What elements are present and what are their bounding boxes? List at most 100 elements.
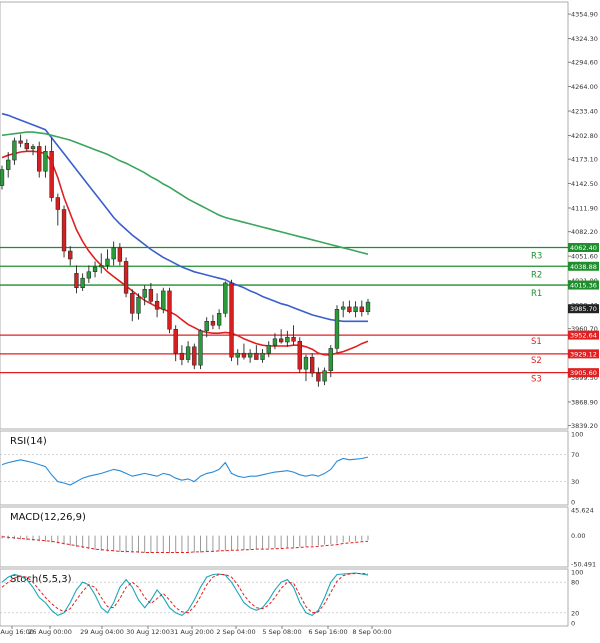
candle-bullish — [86, 271, 92, 279]
price-tick-label: 4173.10 — [571, 156, 598, 164]
stoch-tick-label: 0 — [571, 620, 575, 628]
stoch-tick-label: 100 — [571, 569, 583, 577]
macd-pane: MACD(12,26,9) 45.624 0.00 -50.491 — [0, 507, 596, 569]
time-tick-label: 31 Aug 20:00 — [170, 628, 214, 636]
stoch-pane: Stoch(5,5,3) 100 80 20 0 — [0, 569, 583, 628]
level-price-label-s3: 3905.60 — [570, 369, 597, 377]
macd-tick-label: -50.491 — [571, 561, 596, 569]
level-name-r3: R3 — [531, 252, 542, 262]
level-name-r2: R2 — [531, 270, 542, 280]
stoch-tick-label: 20 — [571, 609, 579, 617]
moving-average-line — [1, 131, 369, 255]
rsi-tick-label: 100 — [571, 431, 583, 439]
rsi-tick-label: 0 — [571, 499, 575, 507]
candle-bearish — [117, 247, 123, 262]
candle-bullish — [30, 146, 36, 150]
candle-bullish — [216, 313, 222, 326]
macd-tick-label: 45.624 — [571, 507, 594, 515]
stoch-k-line — [1, 572, 369, 617]
price-tick-label: 4111.90 — [571, 204, 598, 212]
candle-bullish — [266, 344, 271, 354]
candle-bullish — [341, 306, 346, 310]
rsi-pane: RSI(14) 100 70 30 0 — [0, 431, 583, 507]
level-price-label-s1: 3952.64 — [570, 332, 597, 340]
rsi-tick-label: 70 — [571, 451, 579, 459]
candle-bearish — [123, 261, 129, 294]
candle-bullish — [198, 330, 203, 366]
candle-bearish — [148, 289, 154, 302]
level-price-tag-s3 — [568, 368, 599, 378]
candle-bullish — [142, 289, 147, 298]
time-tick-label: 2 Sep 04:00 — [216, 628, 255, 636]
candle-bearish — [130, 293, 135, 314]
macd-title: MACD(12,26,9) — [10, 512, 86, 523]
price-tick-label: 3899.50 — [571, 374, 598, 382]
rsi-line — [1, 456, 369, 486]
candle-bearish — [316, 372, 321, 382]
candle-bullish — [365, 301, 371, 312]
stoch-title: Stoch(5,5,3) — [10, 574, 72, 585]
time-tick-label: 8 Sep 00:00 — [352, 628, 391, 636]
price-tick-label: 4202.80 — [571, 132, 598, 140]
stoch-d-line — [1, 573, 369, 614]
candle-bearish — [179, 352, 185, 360]
candle-bearish — [173, 328, 178, 354]
level-price-tag-r1 — [568, 280, 599, 290]
price-tick-label: 3839.20 — [571, 422, 598, 430]
price-tick-label: 4082.20 — [571, 228, 598, 236]
candle-bearish — [229, 282, 234, 358]
candle-bearish — [241, 352, 247, 358]
candle-bearish — [297, 340, 302, 370]
candle-bullish — [223, 282, 228, 314]
candle-bullish — [285, 336, 290, 343]
price-pane: 4354.90 4324.30 4294.60 4264.00 4233.40 4202.… — [0, 1, 599, 430]
rsi-title: RSI(14) — [10, 436, 47, 447]
candle-bearish — [167, 290, 172, 330]
candle-bearish — [24, 143, 29, 150]
candle-bullish — [43, 151, 48, 172]
candle-bullish — [272, 338, 278, 346]
candle-bearish — [291, 336, 296, 342]
candle-bullish — [322, 370, 327, 382]
candle-bearish — [18, 140, 23, 144]
candle-bearish — [347, 306, 352, 312]
candle-bullish — [235, 352, 240, 358]
candle-bullish — [99, 265, 104, 268]
candle-bearish — [309, 356, 315, 374]
time-tick-label: 6 Sep 16:00 — [308, 628, 347, 636]
macd-signal-line — [1, 536, 369, 553]
candle-bearish — [359, 306, 364, 312]
rsi-tick-label: 30 — [571, 478, 579, 486]
time-tick-label: 30 Aug 12:00 — [126, 628, 170, 636]
macd-tick-label: 0.00 — [571, 532, 585, 540]
level-name-s1: S1 — [531, 337, 542, 347]
candle-bullish — [353, 306, 358, 312]
candle-bearish — [210, 321, 216, 326]
stoch-frame — [0, 568, 569, 627]
candle-bearish — [278, 338, 284, 343]
time-tick-label: 25 Aug 16:00 — [0, 628, 34, 636]
level-price-tag-s1 — [568, 330, 599, 340]
level-name-s3: S3 — [531, 375, 542, 385]
moving-average-line — [1, 112, 368, 323]
price-tick-label: 3960.70 — [571, 325, 598, 333]
candle-bullish — [260, 352, 265, 360]
candle-bearish — [55, 197, 61, 210]
candle-bullish — [204, 321, 209, 332]
level-name-r1: R1 — [531, 289, 542, 299]
candle-bullish — [185, 346, 191, 360]
candle-bullish — [136, 297, 141, 314]
stoch-tick-label: 80 — [571, 579, 579, 587]
rsi-frame — [0, 430, 569, 506]
candle-bearish — [192, 346, 197, 366]
level-name-s2: S2 — [531, 356, 542, 366]
candle-bearish — [154, 301, 160, 310]
candle-bullish — [12, 140, 17, 161]
candle-bullish — [328, 348, 333, 371]
price-tick-label: 4051.60 — [571, 253, 598, 261]
candle-bullish — [80, 277, 85, 288]
